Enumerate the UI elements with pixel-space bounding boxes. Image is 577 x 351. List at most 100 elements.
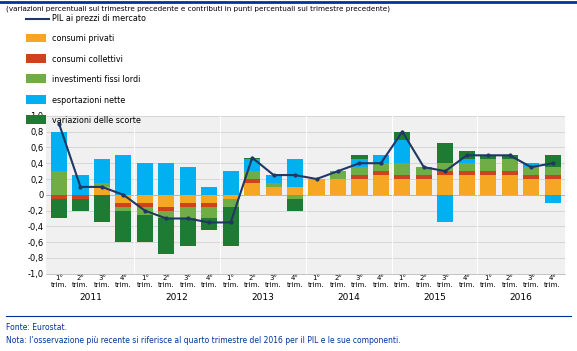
Bar: [180, 167, 196, 195]
Bar: [501, 175, 518, 195]
Bar: [459, 163, 475, 171]
Text: Fonte: Eurostat.: Fonte: Eurostat.: [6, 323, 67, 332]
Bar: [373, 175, 389, 195]
Bar: [158, 163, 174, 195]
Text: 2015: 2015: [423, 293, 446, 302]
Bar: [94, 183, 110, 187]
Bar: [51, 171, 67, 195]
Bar: [287, 159, 303, 187]
Bar: [180, 218, 196, 246]
Bar: [180, 203, 196, 207]
Bar: [137, 214, 153, 242]
Bar: [373, 163, 389, 171]
Bar: [459, 171, 475, 175]
Text: variazioni delle scorte: variazioni delle scorte: [52, 116, 141, 125]
Bar: [115, 155, 132, 195]
Bar: [94, 159, 110, 183]
Bar: [437, 195, 454, 223]
Bar: [158, 195, 174, 207]
Bar: [437, 144, 454, 163]
Bar: [394, 179, 410, 195]
Bar: [523, 163, 539, 167]
Bar: [73, 195, 88, 199]
Bar: [244, 159, 260, 171]
Bar: [137, 163, 153, 195]
Bar: [545, 195, 561, 203]
Bar: [244, 179, 260, 183]
Bar: [51, 132, 67, 171]
Bar: [330, 179, 346, 195]
Bar: [501, 171, 518, 175]
Text: consumi collettivi: consumi collettivi: [52, 55, 123, 64]
Text: 2014: 2014: [338, 293, 360, 302]
Bar: [437, 175, 454, 195]
Bar: [480, 175, 496, 195]
Bar: [180, 195, 196, 203]
Bar: [394, 163, 410, 175]
Bar: [309, 179, 325, 195]
Bar: [137, 195, 153, 203]
Text: investimenti fissi lordi: investimenti fissi lordi: [52, 75, 140, 84]
Text: esportazioni nette: esportazioni nette: [52, 95, 125, 105]
Text: Nota: l’osservazione più recente si riferisce al quarto trimestre del 2016 per i: Nota: l’osservazione più recente si rife…: [6, 336, 400, 345]
Bar: [51, 195, 67, 199]
Bar: [459, 175, 475, 195]
Bar: [416, 167, 432, 175]
Bar: [545, 167, 561, 175]
Bar: [394, 139, 410, 163]
Text: (variazioni percentuali sul trimestre precedente e contributi in punti percentua: (variazioni percentuali sul trimestre pr…: [6, 5, 390, 12]
Text: 2011: 2011: [80, 293, 103, 302]
Bar: [287, 195, 303, 199]
Bar: [373, 171, 389, 175]
Bar: [545, 175, 561, 179]
Bar: [394, 132, 410, 139]
Bar: [501, 159, 518, 171]
Bar: [351, 179, 368, 195]
Bar: [51, 199, 67, 218]
Bar: [330, 171, 346, 179]
Bar: [545, 155, 561, 167]
Bar: [223, 171, 239, 195]
Bar: [287, 199, 303, 211]
Bar: [223, 199, 239, 207]
Bar: [244, 183, 260, 195]
Bar: [351, 175, 368, 179]
Bar: [137, 203, 153, 207]
Bar: [201, 207, 218, 218]
Bar: [480, 159, 496, 171]
Bar: [158, 218, 174, 254]
Bar: [437, 171, 454, 175]
Bar: [459, 159, 475, 163]
Bar: [545, 179, 561, 195]
Bar: [287, 187, 303, 195]
Bar: [523, 167, 539, 175]
Bar: [351, 167, 368, 175]
Bar: [265, 175, 282, 183]
Bar: [115, 211, 132, 242]
Bar: [223, 207, 239, 246]
Bar: [115, 195, 132, 203]
Bar: [265, 187, 282, 195]
Text: 2016: 2016: [509, 293, 532, 302]
Bar: [244, 171, 260, 179]
Bar: [416, 179, 432, 195]
Bar: [351, 159, 368, 167]
Bar: [201, 195, 218, 203]
Bar: [394, 175, 410, 179]
Bar: [201, 203, 218, 207]
Bar: [459, 151, 475, 159]
Bar: [265, 183, 282, 187]
Bar: [201, 187, 218, 195]
Bar: [158, 211, 174, 218]
Bar: [523, 179, 539, 195]
Text: 2013: 2013: [252, 293, 274, 302]
Bar: [180, 207, 196, 218]
Bar: [351, 155, 368, 159]
Bar: [73, 175, 88, 195]
Bar: [201, 218, 218, 230]
Text: 2012: 2012: [166, 293, 189, 302]
Bar: [94, 187, 110, 195]
Bar: [137, 207, 153, 214]
Bar: [115, 203, 132, 207]
Bar: [94, 195, 110, 223]
